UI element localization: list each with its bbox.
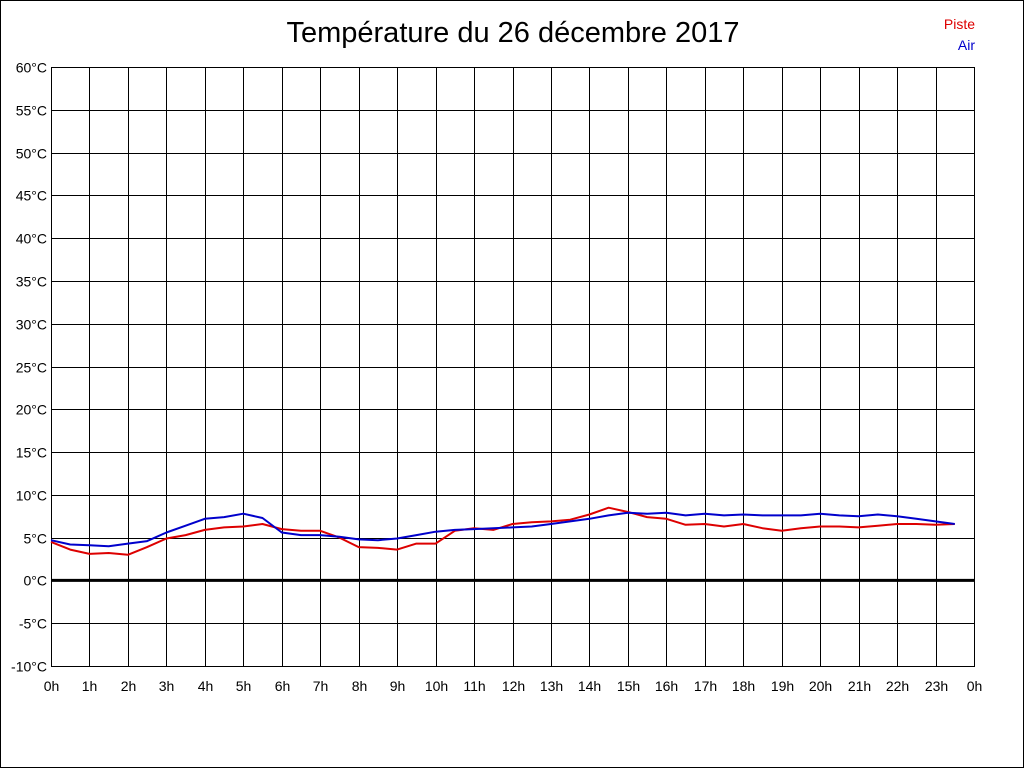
x-tick-label: 13h (540, 678, 563, 694)
legend-entry-piste: Piste (943, 16, 975, 32)
x-tick-label: 2h (121, 678, 137, 694)
x-tick-label: 17h (694, 678, 717, 694)
x-tick-label: 18h (732, 678, 755, 694)
y-tick-label: 25°C (16, 360, 47, 376)
x-tick-label: 7h (313, 678, 329, 694)
x-tick-label: 19h (771, 678, 794, 694)
y-tick-label: 40°C (16, 231, 47, 247)
y-tick-label: -5°C (19, 616, 47, 632)
x-tick-label: 14h (578, 678, 601, 694)
x-tick-label: 5h (236, 678, 252, 694)
x-tick-label: 9h (390, 678, 406, 694)
y-tick-label: 0°C (24, 573, 48, 589)
chart-title: Température du 26 décembre 2017 (286, 17, 740, 49)
legend: Piste Air (944, 14, 975, 56)
x-tick-label: 1h (82, 678, 98, 694)
y-tick-label: 20°C (16, 402, 47, 418)
y-tick-label: 60°C (16, 60, 47, 76)
x-tick-label: 0h (44, 678, 60, 694)
x-tick-label: 20h (809, 678, 832, 694)
x-tick-label: 6h (275, 678, 291, 694)
x-tick-label: 0h (967, 678, 983, 694)
x-tick-label: 8h (352, 678, 368, 694)
x-tick-label: 21h (848, 678, 871, 694)
y-tick-label: 50°C (16, 146, 47, 162)
x-tick-label: 23h (925, 678, 948, 694)
y-tick-label: 45°C (16, 188, 47, 204)
y-tick-label: 30°C (16, 317, 47, 333)
legend-entry-air: Air (957, 37, 975, 53)
x-tick-label: 11h (463, 678, 485, 694)
x-tick-label: 4h (198, 678, 214, 694)
y-tick-label: 35°C (16, 274, 47, 290)
x-tick-label: 16h (655, 678, 678, 694)
x-tick-label: 22h (886, 678, 909, 694)
series-line-air (50, 511, 955, 548)
y-tick-label: 10°C (16, 488, 47, 504)
x-tick-label: 12h (502, 678, 525, 694)
x-tick-label: 3h (159, 678, 175, 694)
y-tick-label: -10°C (11, 659, 47, 675)
plot-border (51, 67, 975, 667)
y-tick-label: 55°C (16, 103, 47, 119)
y-tick-label: 5°C (24, 531, 48, 547)
x-tick-label: 15h (617, 678, 640, 694)
y-tick-label: 15°C (16, 445, 47, 461)
x-tick-label: 10h (425, 678, 448, 694)
